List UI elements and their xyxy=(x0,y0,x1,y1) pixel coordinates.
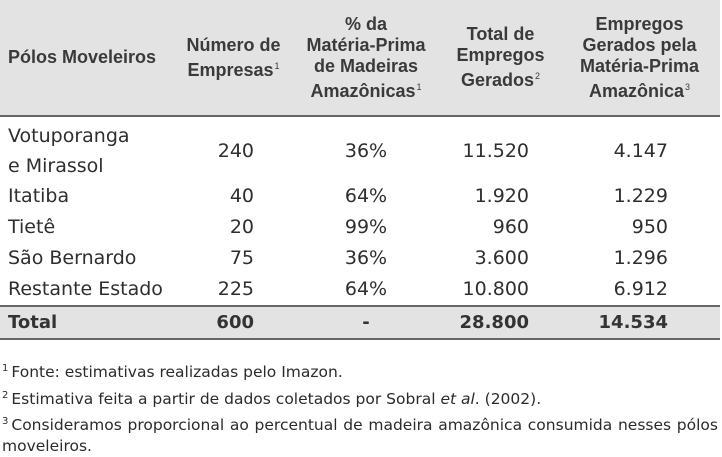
cell-materia-prima: 36% xyxy=(344,247,388,269)
cell-empregos-amazonia: 1.296 xyxy=(613,247,668,269)
footnote-1: 1 Fonte: estimativas realizadas pelo Imaz… xyxy=(2,357,718,384)
header-polos: Pólos Moveleiros xyxy=(8,47,157,67)
cell-empresas: 40 xyxy=(229,185,254,207)
total-empregos-amazonia: 14.534 xyxy=(598,312,668,333)
cell-materia-prima: 36% xyxy=(344,139,388,162)
cell-empresas: 225 xyxy=(217,278,254,300)
total-row: Total 600 - 28.800 14.534 xyxy=(0,306,720,339)
table-row: Votuporanga e Mirassol 240 36% 11.520 4.… xyxy=(0,116,720,181)
cell-materia-prima: 99% xyxy=(344,216,388,238)
cell-empresas: 20 xyxy=(229,216,254,238)
total-label: Total xyxy=(8,312,58,333)
footnote-marker: 1 xyxy=(274,60,280,71)
total-materia-prima: - xyxy=(362,312,370,333)
polos-moveleiros-table: Pólos Moveleiros Número de Empresas1 % d… xyxy=(0,0,720,339)
header-numero-empresas: Número de Empresas1 xyxy=(186,34,281,80)
cell-total-empregos: 960 xyxy=(492,216,529,238)
footnotes: 1 Fonte: estimativas realizadas pelo Imaz… xyxy=(2,357,718,457)
cell-total-empregos: 10.800 xyxy=(462,278,529,300)
total-empresas: 600 xyxy=(216,312,254,333)
cell-empregos-amazonia: 6.912 xyxy=(613,278,668,300)
footnote-text: Consideramos proporcional ao percentual … xyxy=(2,416,718,456)
header-empregos-amazonia: Empregos Gerados pela Matéria-Prima Amaz… xyxy=(579,13,700,101)
cell-materia-prima: 64% xyxy=(344,185,388,207)
cell-materia-prima: 64% xyxy=(344,278,388,300)
footnote-3: 3 Consideramos proporcional ao percentual… xyxy=(2,411,718,457)
footnote-2: 2 Estimativa feita a partir de dados cole… xyxy=(2,384,718,411)
table-header-row: Pólos Moveleiros Número de Empresas1 % d… xyxy=(0,0,720,116)
footnote-text: Estimativa feita a partir de dados colet… xyxy=(11,390,441,409)
cell-empregos-amazonia: 4.147 xyxy=(613,139,668,162)
cell-empregos-amazonia: 1.229 xyxy=(613,185,668,207)
cell-polo: Tietê xyxy=(8,216,56,238)
cell-total-empregos: 11.520 xyxy=(462,139,529,162)
cell-empresas: 240 xyxy=(217,139,254,162)
data-table-container: Pólos Moveleiros Número de Empresas1 % d… xyxy=(0,0,720,339)
footnote-marker: 2 xyxy=(535,71,541,81)
cell-polo: Restante Estado xyxy=(8,278,163,300)
header-total-empregos: Total de Empregos Gerados2 xyxy=(456,24,545,90)
footnote-number: 2 xyxy=(2,390,9,402)
table-row: São Bernardo 75 36% 3.600 1.296 xyxy=(0,243,720,274)
table-row: Restante Estado 225 64% 10.800 6.912 xyxy=(0,274,720,306)
table-row: Tietê 20 99% 960 950 xyxy=(0,212,720,243)
cell-polo: Votuporanga e Mirassol xyxy=(8,125,130,177)
cell-polo: São Bernardo xyxy=(8,247,137,269)
table-row: Itatiba 40 64% 1.920 1.229 xyxy=(0,181,720,212)
footnote-text: Fonte: estimativas realizadas pelo Imazo… xyxy=(11,363,343,382)
cell-polo: Itatiba xyxy=(8,185,70,207)
cell-total-empregos: 1.920 xyxy=(474,185,529,207)
cell-empregos-amazonia: 950 xyxy=(631,216,668,238)
cell-total-empregos: 3.600 xyxy=(474,247,529,269)
footnote-italic-text: et al xyxy=(440,390,475,409)
footnote-marker: 1 xyxy=(416,81,422,92)
footnote-number: 3 xyxy=(2,416,9,428)
footnote-text: . (2002). xyxy=(474,390,542,409)
footnote-marker: 3 xyxy=(685,81,691,92)
cell-empresas: 75 xyxy=(229,247,254,269)
total-empregos: 28.800 xyxy=(459,312,529,333)
header-materia-prima: % da Matéria-Prima de Madeiras Amazônica… xyxy=(306,13,426,101)
footnote-number: 1 xyxy=(2,363,9,374)
